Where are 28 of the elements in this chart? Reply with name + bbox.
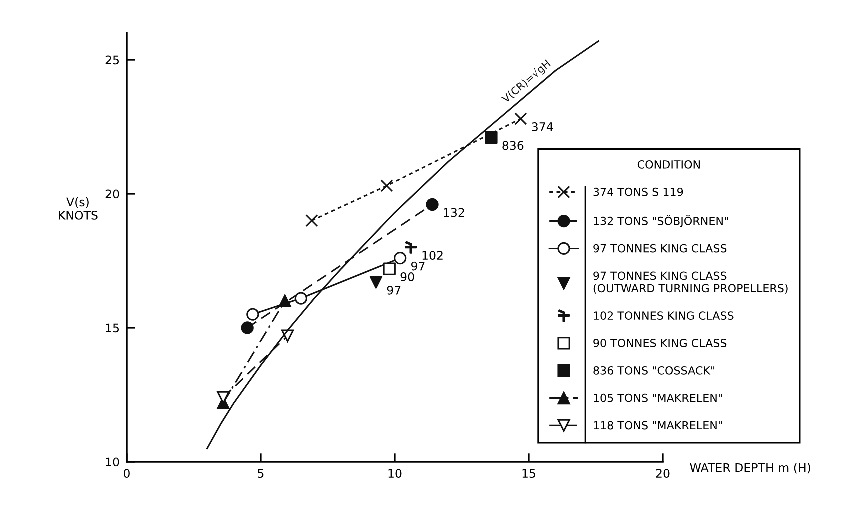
legend-label: 90 TONNES KING CLASS — [594, 339, 727, 348]
annotation: 836 — [502, 141, 524, 150]
legend-label: 105 TONS "MAKRELEN" — [594, 394, 722, 402]
legend-label: 132 TONS "SÖBJÖRNEN" — [594, 215, 728, 228]
annotation: 97 — [387, 286, 401, 295]
legend-label: 374 TONS S 119 — [594, 188, 684, 196]
y-tick-label: 20 — [106, 190, 120, 199]
legend-label: 97 TONNES KING CLASS — [594, 244, 727, 253]
annotation: 90 — [400, 272, 414, 282]
annotation: 374 — [532, 122, 554, 132]
x-tick-label: 0 — [124, 469, 130, 478]
x-tick-label: 15 — [522, 469, 536, 478]
x-axis-title: WATER DEPTH m (H) — [690, 463, 810, 474]
x-tick-label: 10 — [388, 469, 402, 478]
x-tick-label: 5 — [258, 469, 264, 478]
legend-title: CONDITION — [638, 160, 700, 169]
legend-label: 836 TONS "COSSACK" — [594, 366, 715, 375]
y-axis-title: V(s) KNOTS — [59, 198, 98, 220]
legend-label: 97 TONNES KING CLASS (OUTWARD TURNING PROPELLERS) — [594, 272, 788, 294]
annotation: 97 — [412, 262, 425, 271]
annotation: 102 — [422, 251, 443, 260]
legend-label: 118 TONS "MAKRELEN" — [594, 421, 722, 430]
legend-label: 102 TONNES KING CLASS — [594, 312, 734, 320]
y-tick-label: 25 — [106, 56, 119, 65]
y-tick-label: 10 — [106, 458, 120, 467]
x-tick-label: 20 — [656, 469, 670, 478]
y-tick-label: 15 — [106, 324, 119, 333]
annotation: 132 — [444, 208, 464, 218]
